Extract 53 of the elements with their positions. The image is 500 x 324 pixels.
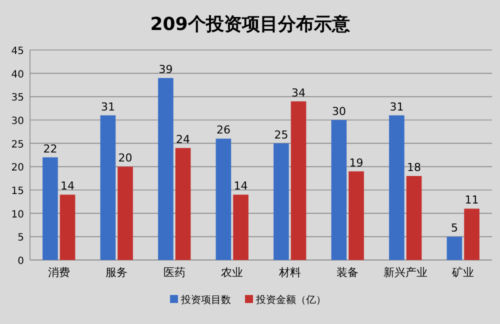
bar [216, 138, 232, 260]
bar [464, 208, 480, 260]
bar [233, 194, 248, 260]
y-tick-label: 10 [11, 209, 24, 220]
legend-label: 投资项目数 [180, 294, 231, 306]
y-tick-label: 15 [11, 186, 24, 197]
data-label: 18 [407, 161, 422, 174]
data-label: 14 [234, 180, 248, 193]
bar [348, 171, 364, 260]
bar [158, 78, 174, 260]
data-label: 31 [100, 100, 115, 114]
data-label: 39 [158, 63, 173, 76]
x-tick-label: 材料 [278, 266, 301, 279]
legend-label: 投资金额（亿） [255, 294, 326, 306]
bar [60, 194, 76, 260]
x-tick-label: 新兴产业 [383, 266, 428, 279]
data-label: 19 [349, 156, 364, 170]
x-tick-label: 消费 [48, 266, 70, 279]
chart-title: 209个投资项目分布示意 [150, 14, 351, 35]
y-tick-label: 45 [11, 46, 24, 57]
data-label: 5 [450, 222, 458, 235]
data-label: 24 [176, 133, 190, 146]
bar [406, 176, 422, 260]
data-label: 25 [274, 128, 288, 142]
data-label: 14 [60, 180, 75, 193]
bar [446, 236, 462, 260]
x-tick-label: 服务 [106, 266, 128, 279]
bar [175, 148, 191, 260]
y-tick-label: 30 [11, 116, 24, 127]
x-tick-label: 农业 [221, 266, 244, 279]
y-tick-label: 0 [18, 256, 24, 267]
x-tick-label: 装备 [336, 266, 359, 279]
data-label: 26 [216, 124, 230, 137]
y-tick-label: 25 [11, 139, 24, 150]
data-label: 34 [292, 86, 306, 100]
y-tick-label: 35 [11, 92, 24, 104]
data-label: 30 [332, 105, 346, 118]
bar [100, 115, 116, 260]
x-tick-label: 医药 [163, 266, 186, 279]
y-tick-label: 20 [11, 162, 24, 174]
bar [290, 101, 306, 260]
bar [331, 120, 347, 260]
y-tick-label: 40 [11, 69, 24, 80]
bar [42, 157, 58, 260]
data-label: 11 [464, 194, 479, 207]
x-tick-label: 矿业 [451, 266, 474, 279]
data-label: 22 [43, 142, 58, 156]
bar [274, 143, 289, 260]
data-label: 20 [118, 152, 132, 165]
data-label: 31 [390, 100, 404, 114]
bar [118, 166, 133, 260]
bar [389, 115, 404, 260]
y-tick-label: 5 [18, 232, 24, 244]
